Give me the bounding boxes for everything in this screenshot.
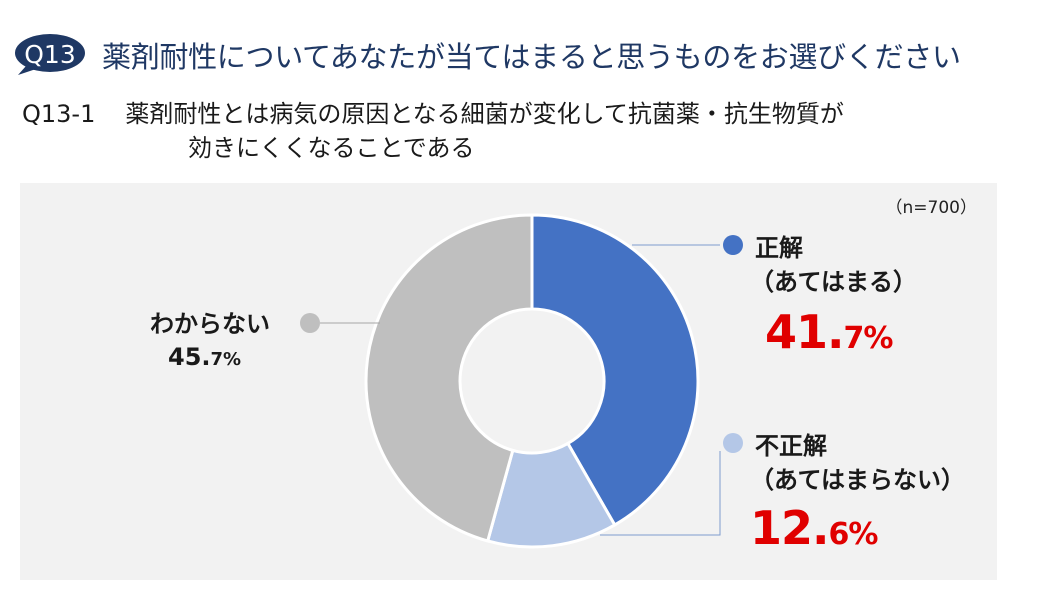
sub-question-text-1: 薬剤耐性とは病気の原因となる細菌が変化して抗菌薬・抗生物質が: [125, 100, 844, 128]
label-unknown-name: わからない: [150, 310, 270, 338]
label-correct-name: 正解: [755, 234, 803, 262]
label-correct-pct-dec: 7%: [843, 321, 894, 356]
question-badge: Q13: [12, 32, 88, 76]
label-incorrect-pct-int: 12.: [750, 501, 829, 555]
label-incorrect-pct: 12.6%: [750, 501, 879, 555]
legend-dot-correct: [723, 235, 743, 255]
label-unknown-pct-int: 45.: [168, 343, 211, 371]
label-correct-desc: （あてはまる）: [750, 268, 918, 296]
label-incorrect-desc: （あてはまらない）: [750, 466, 966, 494]
label-incorrect-pct-dec: 6%: [828, 517, 879, 552]
page-title: 薬剤耐性についてあなたが当てはまると思うものをお選びください: [102, 40, 961, 74]
label-correct-pct-int: 41.: [765, 305, 844, 359]
speech-bubble-icon: [15, 34, 85, 75]
chart-panel: （n=700） 正解 （あてはまる） 41.7% 不正解 （あてはまらない） 1…: [20, 183, 997, 580]
leader-line-incorrect: [600, 451, 721, 536]
legend-dot-incorrect: [723, 433, 743, 453]
sample-size-note: （n=700）: [885, 198, 977, 218]
label-unknown: わからない: [150, 309, 270, 339]
label-correct: 正解: [755, 233, 803, 263]
donut-chart: [300, 213, 743, 549]
donut-slice-unknown: [364, 213, 534, 543]
label-correct-sub: （あてはまる）: [750, 267, 917, 297]
legend-dot-unknown: [300, 313, 320, 333]
label-correct-pct: 41.7%: [765, 305, 894, 359]
sub-question-number: Q13-1: [22, 100, 96, 128]
label-unknown-pct: 45.7%: [168, 343, 241, 371]
label-incorrect-name: 不正解: [755, 432, 827, 460]
label-incorrect-sub: （あてはまらない）: [750, 465, 965, 495]
label-incorrect: 不正解: [755, 431, 827, 461]
question-badge-label: Q13: [24, 39, 76, 69]
label-unknown-pct-dec: 7%: [210, 349, 242, 370]
sub-question-line2: 効きにくくなることである: [188, 134, 475, 162]
sub-question-line1: Q13-1 薬剤耐性とは病気の原因となる細菌が変化して抗菌薬・抗生物質が: [22, 94, 844, 129]
donut-slice-correct: [530, 213, 700, 527]
